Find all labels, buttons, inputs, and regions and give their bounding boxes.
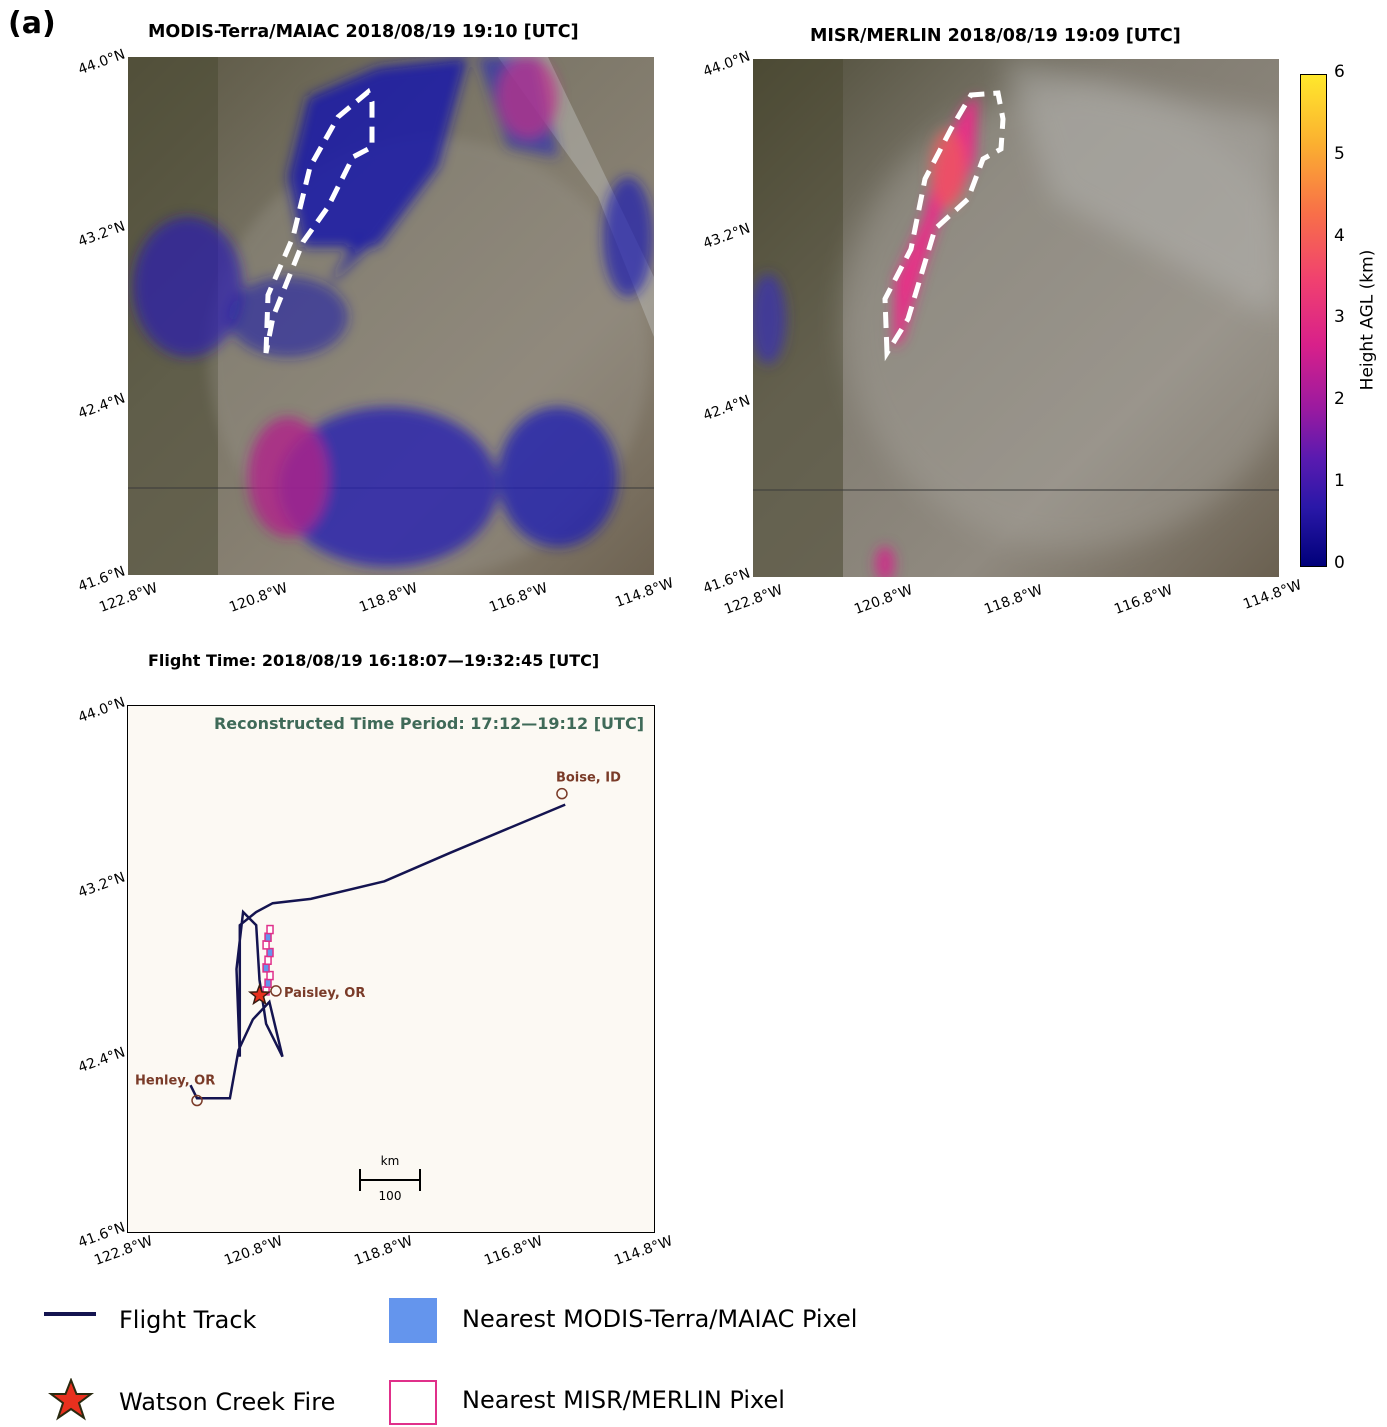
flight-ytick-0: 44.0°N: [76, 694, 128, 727]
modis-ytick-1: 43.2°N: [76, 218, 128, 251]
pixel-marker: [264, 955, 272, 965]
pixel-markers: [262, 924, 274, 996]
flight-title: Flight Time: 2018/08/19 16:18:07—19:32:4…: [148, 651, 600, 670]
misr-title: MISR/MERLIN 2018/08/19 19:09 [UTC]: [810, 26, 1181, 46]
misr-xtick-1: 120.8°W: [852, 582, 915, 618]
pixel-marker: [266, 924, 274, 935]
pixel-marker: [266, 947, 274, 958]
misr-ytick-0: 44.0°N: [701, 48, 753, 81]
place-label: Henley, OR: [135, 1074, 215, 1089]
watson-creek-fire-star: [247, 983, 272, 1006]
colorbar: [1300, 74, 1327, 567]
flight-xtick-1: 120.8°W: [222, 1233, 285, 1269]
cbar-tick-3: 3: [1334, 307, 1345, 327]
misr-map: [753, 59, 1279, 577]
place-label: Paisley, OR: [284, 986, 365, 1001]
cbar-tick-6: 6: [1334, 62, 1345, 82]
legend-modis-swatch: [389, 1298, 437, 1343]
scale-bar-value: 100: [379, 1189, 402, 1203]
place-marker: [270, 985, 282, 997]
modis-xtick-1: 120.8°W: [227, 580, 290, 616]
misr-xtick-2: 118.8°W: [982, 582, 1045, 618]
misr-xtick-4: 114.8°W: [1241, 577, 1304, 613]
place-markers: Boise, ID Paisley, OR Henley, OR: [135, 771, 621, 1107]
place-marker: [556, 787, 568, 800]
colorbar-label: Height AGL (km): [1357, 249, 1377, 390]
cbar-tick-4: 4: [1334, 226, 1345, 246]
flight-xtick-3: 116.8°W: [482, 1233, 545, 1269]
misr-ytick-1: 43.2°N: [701, 220, 753, 253]
modis-fire-outline: [263, 87, 375, 354]
place-marker: [191, 1094, 203, 1107]
modis-ytick-0: 44.0°N: [76, 46, 128, 79]
modis-ytick-2: 42.4°N: [76, 390, 128, 423]
flight-map: Boise, ID Paisley, OR Henley, OR km 100: [135, 771, 621, 1203]
panel-label: (a): [8, 6, 56, 41]
misr-fire-outline: [882, 90, 1006, 362]
legend-flight-track: Flight Track: [119, 1306, 257, 1334]
reconstructed-period: Reconstructed Time Period: 17:12—19:12 […: [213, 714, 644, 733]
misr-ytick-2: 42.4°N: [701, 392, 753, 425]
modis-plot: [128, 57, 654, 575]
pixel-marker: [262, 940, 270, 950]
modis-map: [128, 57, 654, 575]
pixel-marker: [264, 978, 272, 988]
pixel-marker: [266, 970, 274, 981]
legend-fire-star-icon: [48, 1378, 94, 1421]
modis-xtick-3: 116.8°W: [487, 580, 550, 616]
flight-ytick-2: 42.4°N: [76, 1044, 128, 1077]
modis-xtick-4: 114.8°W: [613, 575, 676, 611]
legend-modis-pixel: Nearest MODIS-Terra/MAIAC Pixel: [462, 1305, 858, 1333]
flight-plot: Boise, ID Paisley, OR Henley, OR km 100 Re…: [127, 705, 655, 1233]
misr-pixels: [753, 94, 978, 577]
cbar-tick-2: 2: [1334, 389, 1345, 409]
flight-track-line: [189, 803, 566, 1100]
modis-xtick-2: 118.8°W: [357, 580, 420, 616]
flight-xtick-2: 118.8°W: [352, 1233, 415, 1269]
scale-bar-unit: km: [381, 1154, 400, 1168]
misr-ytick-3: 41.6°N: [701, 565, 753, 598]
pixel-marker: [262, 963, 270, 973]
misr-plot: [753, 59, 1279, 577]
flight-xtick-4: 114.8°W: [612, 1233, 675, 1269]
legend-misr-pixel: Nearest MISR/MERLIN Pixel: [462, 1386, 785, 1414]
place-label: Boise, ID: [556, 771, 621, 786]
pixel-marker: [264, 932, 272, 942]
legend-fire: Watson Creek Fire: [119, 1388, 336, 1416]
modis-title: MODIS-Terra/MAIAC 2018/08/19 19:10 [UTC]: [148, 22, 579, 42]
misr-xtick-3: 116.8°W: [1112, 582, 1175, 618]
legend-misr-swatch: [389, 1380, 437, 1425]
cbar-tick-1: 1: [1334, 471, 1345, 491]
flight-ytick-1: 43.2°N: [76, 869, 128, 902]
cbar-tick-0: 0: [1334, 553, 1345, 573]
cbar-tick-5: 5: [1334, 144, 1345, 164]
modis-ytick-3: 41.6°N: [76, 563, 128, 596]
legend-flight-track-swatch: [44, 1312, 96, 1316]
